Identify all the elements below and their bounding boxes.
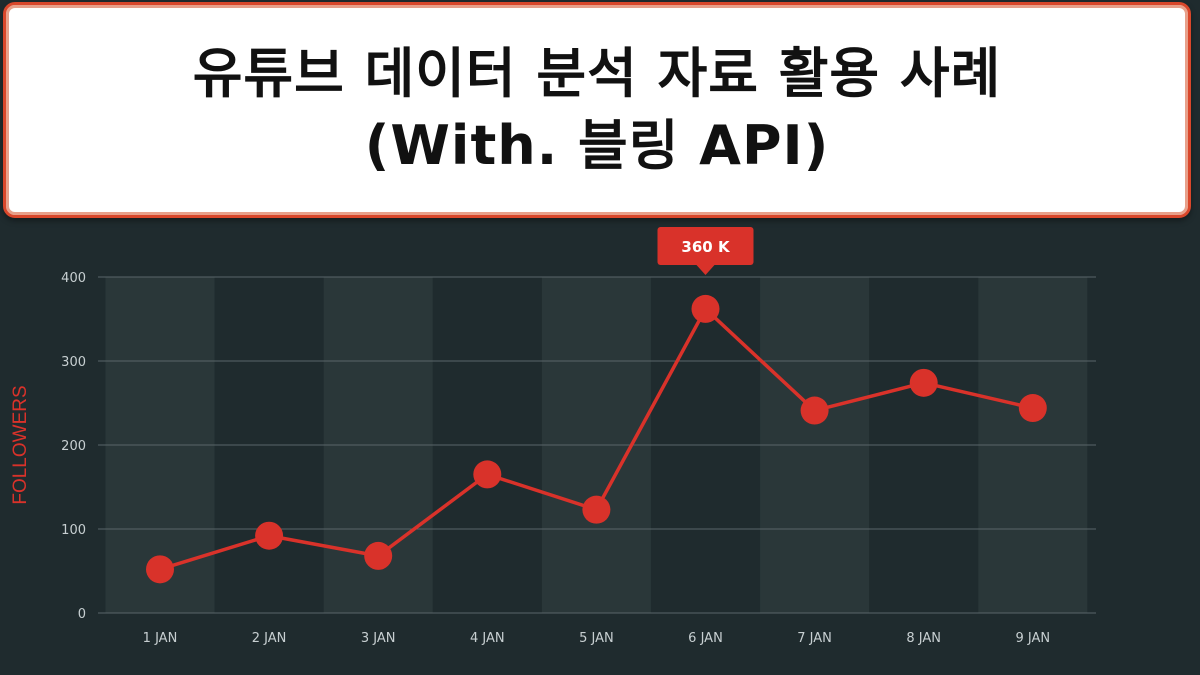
followers-line-chart: 0 100 200 300 400 1 JAN 2 JAN 3 JAN 4 JAN 5 JAN 6…	[10, 227, 1096, 646]
data-point	[473, 460, 502, 489]
y-tick-label: 0	[78, 607, 86, 622]
data-point	[364, 541, 393, 570]
y-axis-ticks: 0 100 200 300 400	[61, 271, 86, 622]
x-tick-label: 2 JAN	[252, 631, 287, 646]
x-tick-label: 3 JAN	[361, 631, 396, 646]
data-point	[146, 555, 174, 584]
title-line-2: (With. 블링 API)	[364, 114, 830, 177]
callout-box	[657, 227, 754, 265]
y-tick-label: 100	[61, 523, 86, 538]
callout-label: 360 K	[681, 238, 731, 256]
data-point	[582, 495, 611, 524]
y-tick-label: 300	[61, 355, 86, 370]
x-tick-label: 7 JAN	[797, 631, 832, 646]
data-point	[691, 294, 720, 323]
data-point	[800, 396, 829, 425]
x-tick-label: 5 JAN	[579, 631, 614, 646]
y-axis-title: FOLLOWERS	[10, 385, 31, 504]
data-point	[909, 368, 938, 397]
title-banner: 유튜브 데이터 분석 자료 활용 사례 (With. 블링 API)	[3, 2, 1191, 218]
callout-pointer	[696, 265, 715, 275]
x-tick-label: 1 JAN	[143, 631, 178, 646]
x-tick-label: 4 JAN	[470, 631, 505, 646]
peak-callout: 360 K	[657, 227, 754, 275]
x-tick-label: 8 JAN	[906, 631, 941, 646]
x-tick-label: 9 JAN	[1015, 631, 1050, 646]
x-tick-label: 6 JAN	[688, 631, 723, 646]
data-point	[255, 521, 284, 550]
y-tick-label: 200	[61, 439, 86, 454]
y-tick-label: 400	[61, 271, 86, 286]
series-followers	[146, 294, 1047, 584]
data-point	[1018, 394, 1047, 423]
x-axis-ticks: 1 JAN 2 JAN 3 JAN 4 JAN 5 JAN 6 JAN 7 JAN 8 JAN…	[143, 631, 1050, 646]
title-line-1: 유튜브 데이터 분석 자료 활용 사례	[192, 42, 1002, 105]
